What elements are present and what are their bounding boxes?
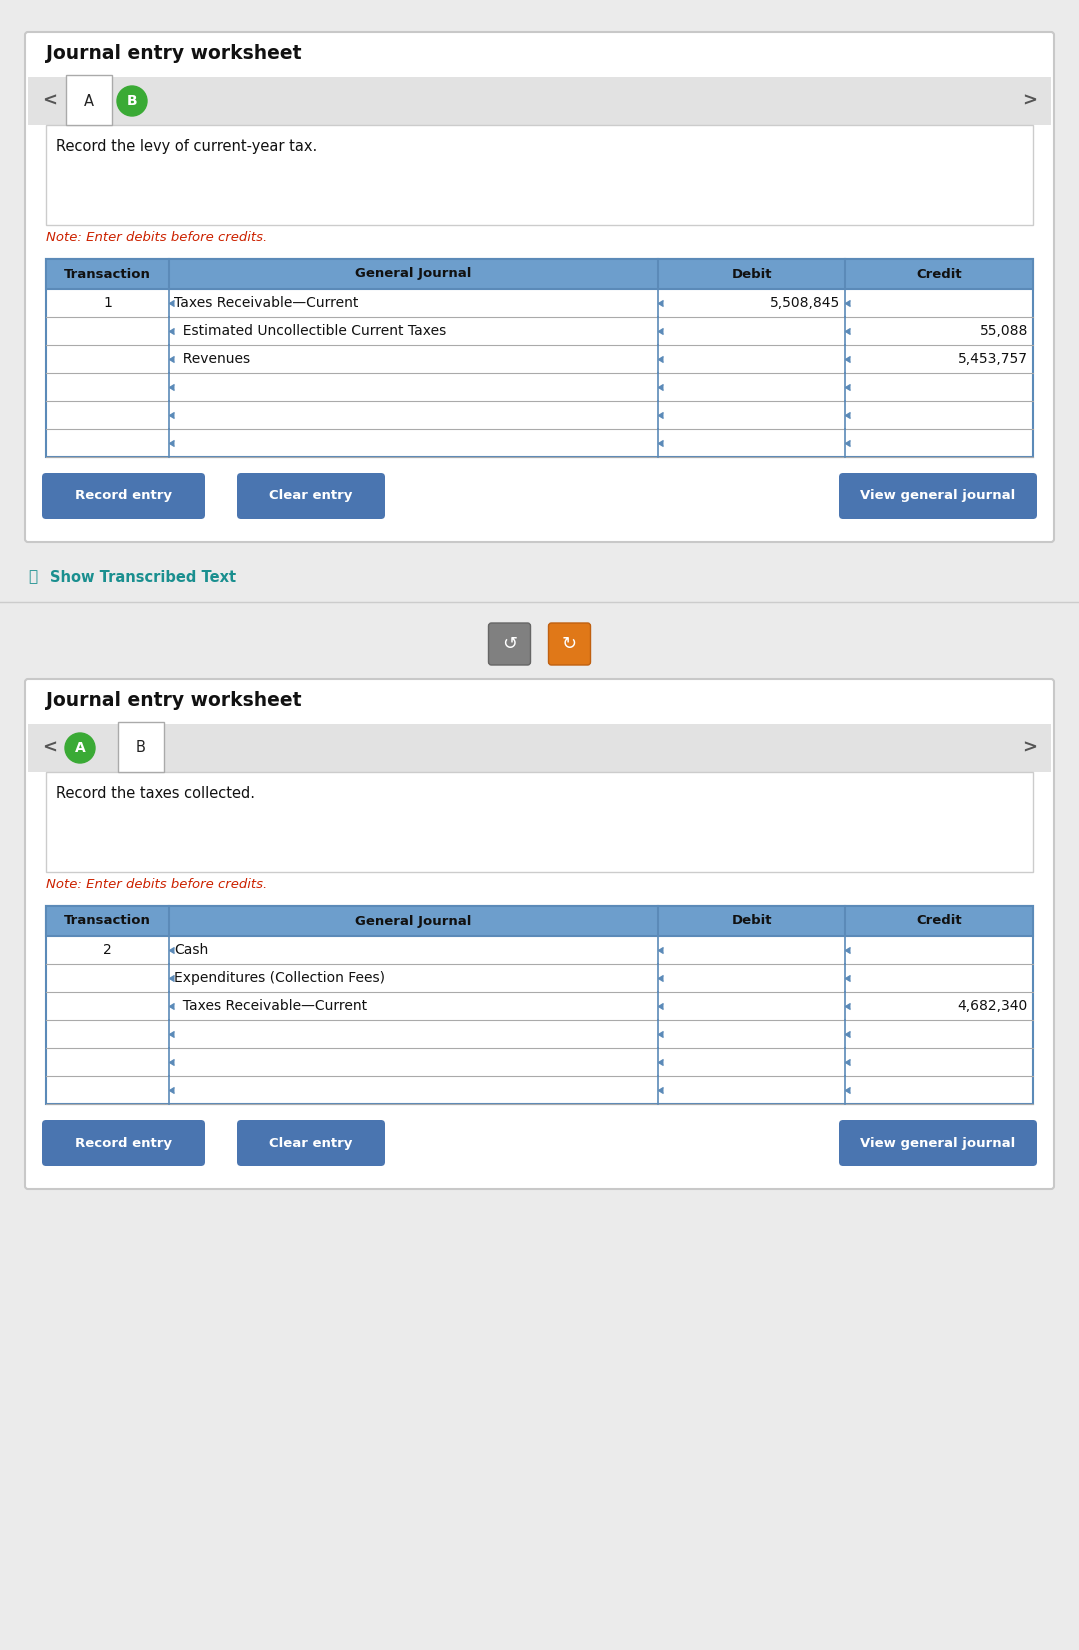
- FancyBboxPatch shape: [839, 1120, 1037, 1167]
- Bar: [118, 723, 164, 772]
- Text: Record the taxes collected.: Record the taxes collected.: [56, 785, 255, 800]
- Bar: [46, 772, 1033, 871]
- Bar: [46, 259, 1033, 457]
- FancyBboxPatch shape: [489, 624, 531, 665]
- Text: >: >: [1022, 739, 1037, 757]
- Text: Show Transcribed Text: Show Transcribed Text: [50, 569, 236, 584]
- Text: Transaction: Transaction: [65, 267, 151, 280]
- Text: Record entry: Record entry: [76, 490, 172, 503]
- Bar: [28, 724, 1051, 772]
- Text: Note: Enter debits before credits.: Note: Enter debits before credits.: [46, 231, 268, 244]
- Text: Record entry: Record entry: [76, 1137, 172, 1150]
- Text: Note: Enter debits before credits.: Note: Enter debits before credits.: [46, 878, 268, 891]
- Text: Debit: Debit: [732, 267, 771, 280]
- FancyBboxPatch shape: [548, 624, 590, 665]
- Text: ↻: ↻: [562, 635, 577, 653]
- Circle shape: [117, 86, 147, 116]
- FancyBboxPatch shape: [42, 474, 205, 520]
- Text: 55,088: 55,088: [980, 323, 1028, 338]
- Bar: [46, 906, 1033, 936]
- FancyBboxPatch shape: [237, 1120, 385, 1167]
- Text: Credit: Credit: [916, 914, 962, 927]
- Text: <: <: [42, 739, 57, 757]
- Text: A: A: [84, 94, 94, 109]
- Text: ↺: ↺: [502, 635, 517, 653]
- Text: Clear entry: Clear entry: [270, 490, 353, 503]
- Text: 4,682,340: 4,682,340: [958, 998, 1028, 1013]
- Text: ⧖: ⧖: [28, 569, 37, 584]
- Text: Clear entry: Clear entry: [270, 1137, 353, 1150]
- Text: Revenues: Revenues: [175, 351, 250, 366]
- Text: 5,453,757: 5,453,757: [958, 351, 1028, 366]
- Circle shape: [65, 733, 95, 762]
- Bar: [28, 78, 1051, 125]
- Bar: [66, 74, 112, 125]
- Text: <: <: [42, 92, 57, 111]
- Text: >: >: [1022, 92, 1037, 111]
- FancyBboxPatch shape: [42, 1120, 205, 1167]
- FancyBboxPatch shape: [839, 474, 1037, 520]
- Text: Expenditures (Collection Fees): Expenditures (Collection Fees): [175, 970, 385, 985]
- Text: Estimated Uncollectible Current Taxes: Estimated Uncollectible Current Taxes: [175, 323, 447, 338]
- Text: B: B: [136, 741, 146, 756]
- Text: B: B: [126, 94, 137, 107]
- FancyBboxPatch shape: [25, 31, 1054, 541]
- Bar: [46, 125, 1033, 224]
- Bar: [46, 259, 1033, 289]
- Text: Journal entry worksheet: Journal entry worksheet: [46, 691, 301, 711]
- Text: View general journal: View general journal: [860, 1137, 1015, 1150]
- Text: Transaction: Transaction: [65, 914, 151, 927]
- Text: Taxes Receivable—Current: Taxes Receivable—Current: [175, 295, 358, 310]
- Text: View general journal: View general journal: [860, 490, 1015, 503]
- Text: 2: 2: [104, 944, 112, 957]
- Text: 1: 1: [104, 295, 112, 310]
- Text: A: A: [74, 741, 85, 756]
- Text: 5,508,845: 5,508,845: [770, 295, 841, 310]
- Text: Debit: Debit: [732, 914, 771, 927]
- FancyBboxPatch shape: [237, 474, 385, 520]
- Text: Journal entry worksheet: Journal entry worksheet: [46, 45, 301, 63]
- Text: Record the levy of current-year tax.: Record the levy of current-year tax.: [56, 139, 317, 153]
- Text: Taxes Receivable—Current: Taxes Receivable—Current: [175, 998, 368, 1013]
- FancyBboxPatch shape: [25, 680, 1054, 1190]
- Text: General Journal: General Journal: [355, 267, 472, 280]
- Text: Cash: Cash: [175, 944, 208, 957]
- Text: Credit: Credit: [916, 267, 962, 280]
- Bar: [46, 906, 1033, 1104]
- Text: General Journal: General Journal: [355, 914, 472, 927]
